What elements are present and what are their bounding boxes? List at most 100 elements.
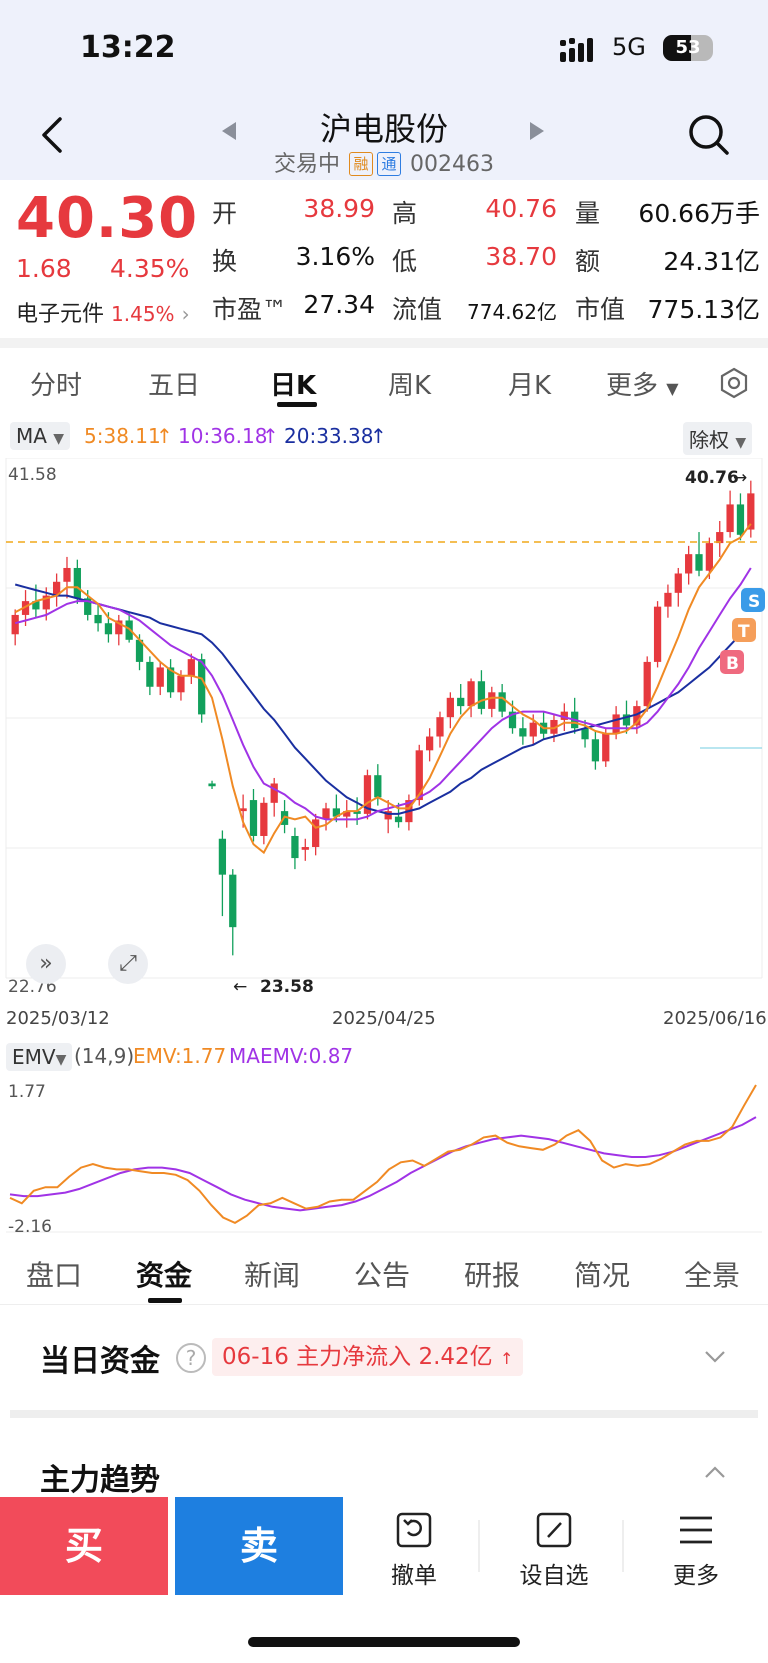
- back-icon[interactable]: [38, 115, 66, 155]
- chevron-up-icon[interactable]: [704, 1465, 726, 1479]
- net-inflow-badge: 06-16 主力净流入 2.42亿 ↑: [212, 1338, 524, 1376]
- candle-body: [374, 775, 382, 798]
- candle-body: [239, 808, 247, 812]
- more-button[interactable]: 更多: [636, 1510, 756, 1590]
- candle-body: [104, 623, 113, 635]
- kline-candles: [11, 480, 755, 956]
- tab-more-label: 更多: [606, 371, 659, 401]
- tab-capital[interactable]: 资金: [136, 1259, 193, 1292]
- candle-body: [664, 592, 672, 607]
- amount-value: 24.31亿: [663, 247, 760, 276]
- candle-body: [301, 847, 309, 850]
- kline-chart[interactable]: 41.58 22.76 40.76 → ← 23.58 S T B 2025/0…: [0, 458, 768, 1030]
- candle-body: [42, 595, 50, 610]
- adjust-label: 除权: [689, 428, 729, 452]
- high-label: 高: [392, 199, 418, 228]
- add-watchlist-button[interactable]: 设自选: [494, 1510, 614, 1590]
- caret-down-icon: ▼: [666, 379, 679, 398]
- sector-link[interactable]: 电子元件 1.45% ›: [16, 296, 190, 328]
- candle-body: [653, 606, 662, 662]
- left-arrow-icon: ←: [233, 977, 247, 997]
- tab-news[interactable]: 新闻: [244, 1259, 301, 1292]
- caret-down-icon: ▼: [55, 1052, 67, 1068]
- settings-icon[interactable]: [718, 367, 750, 399]
- low-label: 低: [392, 247, 418, 276]
- tab-orderbook[interactable]: 盘口: [26, 1259, 83, 1292]
- ma-selector[interactable]: MA ▼: [10, 422, 71, 450]
- emv-chart[interactable]: 1.77 -2.16: [0, 1075, 768, 1235]
- sell-button[interactable]: 卖: [175, 1497, 343, 1595]
- candle-body: [695, 554, 703, 571]
- candle-body: [612, 714, 620, 734]
- candle-body: [363, 775, 372, 814]
- candle-body: [747, 493, 755, 530]
- kline-grid: [5, 458, 763, 979]
- candle-body: [146, 661, 154, 687]
- trade-markers: S T B: [720, 588, 765, 674]
- tab-more[interactable]: 更多 ▼: [606, 365, 679, 402]
- help-icon[interactable]: ?: [176, 1343, 206, 1373]
- candle-body: [270, 783, 278, 803]
- up-arrow-icon: ↑: [262, 424, 279, 448]
- candle-body: [581, 728, 589, 740]
- emv-value: EMV:1.77: [133, 1044, 227, 1068]
- candle-body: [519, 728, 527, 737]
- date-end: 2025/06/16: [663, 1008, 767, 1029]
- candle-body: [560, 711, 568, 720]
- candle-body: [52, 581, 61, 596]
- search-icon[interactable]: [688, 114, 730, 156]
- candle-body: [726, 504, 734, 533]
- adjust-selector[interactable]: 除权 ▼: [683, 422, 753, 455]
- candle-body: [436, 717, 444, 737]
- low-value: 38.70: [485, 242, 557, 271]
- active-info-tab-indicator: [148, 1298, 182, 1303]
- t-marker-label: T: [738, 622, 750, 642]
- sell-marker-label: S: [748, 592, 760, 612]
- candle-body: [498, 692, 506, 712]
- candle-body: [94, 614, 102, 624]
- expand-icon[interactable]: »: [26, 944, 66, 984]
- daily-capital-title: 当日资金: [40, 1344, 160, 1379]
- volume-label: 量: [575, 199, 601, 228]
- chevron-right-icon: ›: [181, 302, 190, 326]
- prev-stock-icon[interactable]: [222, 122, 236, 140]
- date-start: 2025/03/12: [6, 1008, 110, 1029]
- tab-research[interactable]: 研报: [464, 1259, 521, 1292]
- indicator-label: EMV: [12, 1045, 56, 1069]
- stock-header: [0, 100, 768, 180]
- chevron-down-icon[interactable]: [704, 1350, 726, 1364]
- tab-announcements[interactable]: 公告: [354, 1259, 411, 1292]
- tab-weekly-k[interactable]: 周K: [388, 371, 432, 401]
- ma10-line: [14, 567, 752, 821]
- tab-intraday[interactable]: 分时: [30, 371, 83, 401]
- tab-daily-k[interactable]: 日K: [270, 371, 317, 401]
- buy-button[interactable]: 买: [0, 1497, 168, 1595]
- tab-five-day[interactable]: 五日: [148, 371, 201, 401]
- candle-body: [425, 736, 434, 751]
- indicator-selector[interactable]: EMV▼: [6, 1043, 73, 1071]
- market-cap-label: 市值: [575, 295, 626, 324]
- date-mid: 2025/04/25: [332, 1008, 436, 1029]
- candle-body: [446, 697, 454, 718]
- tab-overview[interactable]: 全景: [684, 1259, 741, 1292]
- signal-icon: [560, 38, 593, 62]
- candle-body: [322, 808, 330, 820]
- candle-body: [529, 722, 537, 737]
- cancel-order-button[interactable]: 撤单: [354, 1510, 474, 1590]
- candle-body: [643, 661, 651, 707]
- ma5-value: 5:38.11: [84, 424, 161, 448]
- y-max-label: 41.58: [8, 465, 57, 485]
- fullscreen-icon[interactable]: ⤢: [108, 944, 148, 984]
- next-stock-icon[interactable]: [530, 122, 544, 140]
- home-indicator: [248, 1637, 520, 1647]
- emv-line: [9, 1084, 757, 1225]
- high-marker: 40.76: [685, 468, 739, 488]
- candle-body: [685, 554, 693, 574]
- sell-marker: [741, 588, 765, 612]
- tab-monthly-k[interactable]: 月K: [508, 371, 552, 401]
- ma10-value: 10:36.18: [178, 424, 268, 448]
- tab-profile[interactable]: 简况: [574, 1259, 631, 1292]
- candle-body: [249, 800, 258, 836]
- ma-selector-label: MA: [16, 424, 47, 448]
- stock-code: 002463: [410, 152, 494, 177]
